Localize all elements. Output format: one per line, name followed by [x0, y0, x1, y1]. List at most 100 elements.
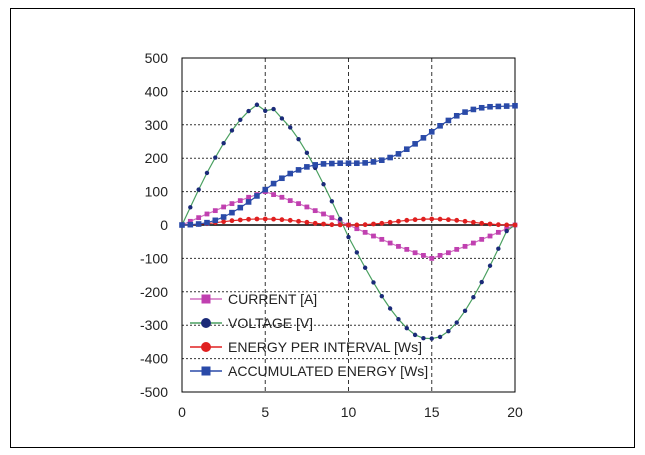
y-tick-label: -400 [140, 351, 168, 367]
data-point [337, 216, 343, 222]
data-point [204, 219, 210, 226]
data-point [304, 204, 310, 210]
data-point [479, 279, 484, 285]
data-point [213, 155, 218, 160]
data-point [412, 250, 418, 256]
data-point [504, 228, 509, 234]
series-4 [179, 102, 518, 228]
data-point [487, 263, 493, 268]
data-point [346, 234, 351, 240]
data-point [246, 216, 252, 222]
data-point [495, 229, 501, 235]
data-point [504, 222, 510, 228]
data-point [329, 160, 335, 167]
legend-marker [201, 342, 211, 352]
data-point [337, 160, 343, 167]
data-point [445, 117, 452, 124]
data-point [437, 252, 443, 258]
data-point [229, 218, 235, 224]
data-point [237, 217, 243, 223]
data-point [321, 182, 326, 187]
data-point [412, 332, 418, 338]
data-point [371, 221, 376, 227]
tick-labels: 500 400 300 200 100 0 -100 -200 -300 -400 -500 0 5 10… [140, 50, 523, 420]
data-point [279, 194, 285, 200]
data-point [288, 125, 293, 130]
data-point [254, 193, 260, 199]
data-point [354, 222, 360, 228]
data-point [478, 104, 485, 111]
data-point [495, 103, 502, 110]
data-point [429, 216, 435, 222]
data-point [263, 108, 268, 113]
data-point [454, 246, 460, 252]
data-point [496, 246, 501, 251]
legend-label: ACCUMULATED ENERGY [Ws] [228, 363, 428, 379]
data-point [279, 175, 285, 182]
data-point [387, 306, 393, 311]
data-point [271, 106, 276, 112]
data-point [237, 204, 244, 211]
data-point [279, 116, 285, 121]
data-point [512, 222, 518, 228]
data-point [304, 164, 310, 170]
y-tick-label: 0 [160, 217, 168, 233]
x-tick-label: 20 [507, 404, 523, 420]
data-point [312, 162, 318, 168]
data-point [370, 159, 377, 165]
data-point [362, 265, 368, 270]
x-tick-label: 5 [261, 404, 269, 420]
data-point [428, 129, 435, 135]
data-point [354, 226, 360, 232]
data-point [329, 215, 335, 221]
data-point [421, 336, 426, 341]
legend-item: ACCUMULATED ENERGY [Ws] [190, 363, 428, 379]
data-point [179, 222, 185, 228]
data-point [320, 161, 327, 167]
data-point [304, 150, 310, 156]
data-point [487, 233, 493, 239]
x-tick-label: 15 [424, 404, 440, 420]
data-point [495, 222, 501, 228]
chart-frame [10, 8, 635, 448]
data-point [345, 160, 352, 167]
data-point [362, 160, 368, 166]
y-tick-label: 100 [145, 184, 169, 200]
data-point [462, 243, 468, 249]
data-point [229, 128, 235, 133]
data-point [321, 221, 326, 227]
data-point [329, 222, 335, 228]
data-point [362, 222, 368, 228]
data-point [446, 250, 451, 256]
data-point [187, 218, 193, 224]
data-point [404, 217, 410, 223]
data-point [337, 222, 343, 228]
data-point [329, 199, 335, 204]
data-point [220, 214, 227, 220]
data-point [196, 187, 201, 192]
y-tick-label: -200 [140, 284, 168, 300]
data-point [462, 218, 468, 224]
data-point [371, 233, 376, 239]
legend-marker [201, 294, 211, 304]
y-tick-label: -500 [140, 384, 168, 400]
legend-label: CURRENT [A] [228, 291, 317, 307]
data-point [221, 140, 226, 146]
data-point [354, 160, 360, 167]
data-point [246, 108, 251, 114]
data-point [270, 180, 277, 187]
data-point [379, 236, 385, 242]
data-point [304, 219, 310, 225]
data-point [321, 211, 326, 217]
data-point [187, 221, 194, 228]
data-point [196, 215, 202, 221]
legend-label: ENERGY PER INTERVAL [Ws] [228, 339, 422, 355]
data-point [471, 294, 476, 300]
data-point [296, 218, 301, 224]
data-point [312, 220, 318, 226]
data-point [412, 141, 418, 147]
data-point [379, 220, 385, 226]
data-point [296, 136, 301, 142]
y-tick-label: 500 [145, 50, 169, 66]
